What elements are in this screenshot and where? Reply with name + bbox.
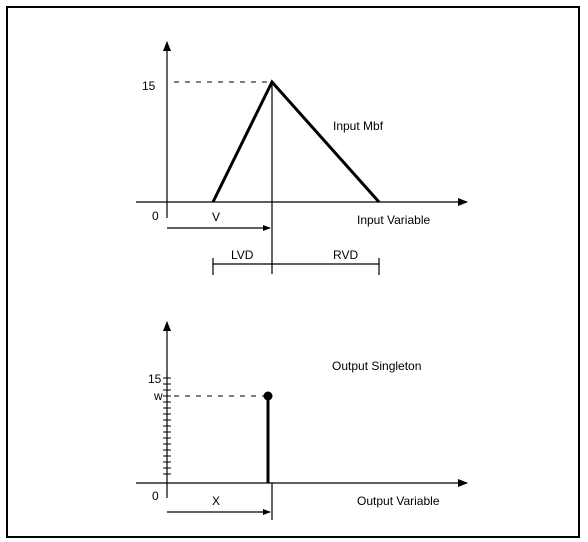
rvd-label: RVD [333, 248, 358, 262]
bottom-origin-label: 0 [152, 489, 159, 503]
peak-value-label: 15 [142, 79, 156, 93]
output-variable-label: Output Variable [357, 494, 440, 508]
top-origin-label: 0 [152, 209, 159, 223]
y-axis-ticks [163, 377, 171, 475]
triangle-membership-function [211, 79, 381, 203]
w-label: w [153, 389, 163, 403]
output-singleton-title: Output Singleton [332, 359, 421, 373]
x-label: X [212, 494, 220, 508]
diagram-frame [6, 6, 580, 538]
lvd-label: LVD [231, 248, 254, 262]
input-variable-label: Input Variable [357, 213, 430, 227]
output-singleton-diagram: 15 w 0 Output Singleton Output Variable … [136, 321, 468, 520]
max-value-label: 15 [148, 372, 162, 386]
input-mbf-title: Input Mbf [333, 119, 384, 133]
v-label: V [212, 210, 220, 224]
singleton-point [263, 391, 273, 401]
input-mbf-diagram: 15 0 Input Mbf Input Variable V LVD RVD [136, 41, 468, 275]
